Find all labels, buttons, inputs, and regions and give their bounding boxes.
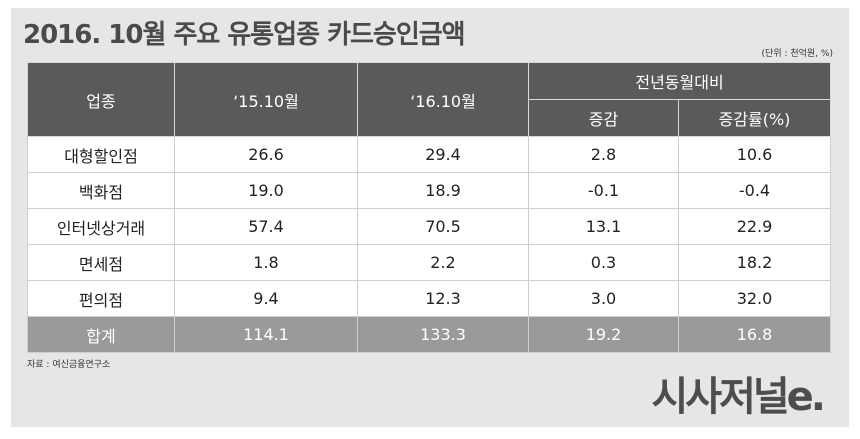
source-note: 자료 : 여신금융연구소: [27, 360, 111, 370]
page-title: 2016. 10월 주요 유통업종 카드승인금액: [23, 20, 466, 50]
curr-value-cell: 18.9: [357, 172, 529, 209]
change-cell: -0.1: [528, 172, 679, 209]
change-cell: 2.8: [528, 136, 679, 173]
header-industry: 업종: [27, 62, 175, 137]
curr-value-cell: 12.3: [357, 280, 529, 317]
rate-cell: 22.9: [677, 208, 832, 245]
unit-note: (단위 : 천억원, %): [761, 49, 833, 59]
header-rate: 증감률(%): [677, 99, 832, 137]
table-row: 편의점 9.4 12.3 3.0 32.0: [27, 280, 832, 317]
prev-value-cell: 9.4: [174, 280, 358, 317]
prev-value-cell: 1.8: [174, 244, 358, 281]
header-curr-year: ‘16.10월: [357, 62, 529, 137]
infographic-panel: 2016. 10월 주요 유통업종 카드승인금액 (단위 : 천억원, %) 업…: [11, 8, 849, 427]
table-row: 대형할인점 26.6 29.4 2.8 10.6: [27, 136, 832, 173]
industry-cell: 대형할인점: [27, 136, 175, 173]
curr-value-cell: 29.4: [357, 136, 529, 173]
total-curr-cell: 133.3: [357, 316, 529, 353]
total-rate-cell: 16.8: [677, 316, 832, 353]
prev-value-cell: 57.4: [174, 208, 358, 245]
industry-cell: 백화점: [27, 172, 175, 209]
table-row: 인터넷상거래 57.4 70.5 13.1 22.9: [27, 208, 832, 245]
change-cell: 13.1: [528, 208, 679, 245]
rate-cell: 32.0: [677, 280, 832, 317]
header-prev-year: ‘15.10월: [174, 62, 358, 137]
publisher-logo: 시사저널e.: [651, 374, 826, 420]
prev-value-cell: 19.0: [174, 172, 358, 209]
card-approval-table: 업종 ‘15.10월 ‘16.10월 전년동월대비 증감 증감률(%) 대형할인…: [27, 62, 832, 353]
rate-cell: -0.4: [677, 172, 832, 209]
total-prev-cell: 114.1: [174, 316, 358, 353]
change-cell: 3.0: [528, 280, 679, 317]
industry-cell: 편의점: [27, 280, 175, 317]
table-row: 면세점 1.8 2.2 0.3 18.2: [27, 244, 832, 281]
table-row: 백화점 19.0 18.9 -0.1 -0.4: [27, 172, 832, 209]
total-label-cell: 합계: [27, 316, 175, 353]
change-cell: 0.3: [528, 244, 679, 281]
curr-value-cell: 2.2: [357, 244, 529, 281]
rate-cell: 18.2: [677, 244, 832, 281]
industry-cell: 면세점: [27, 244, 175, 281]
total-row: 합계 114.1 133.3 19.2 16.8: [27, 316, 832, 353]
prev-value-cell: 26.6: [174, 136, 358, 173]
industry-cell: 인터넷상거래: [27, 208, 175, 245]
header-change: 증감: [528, 99, 679, 137]
total-change-cell: 19.2: [528, 316, 679, 353]
header-yoy: 전년동월대비: [527, 62, 832, 100]
curr-value-cell: 70.5: [357, 208, 529, 245]
rate-cell: 10.6: [677, 136, 832, 173]
